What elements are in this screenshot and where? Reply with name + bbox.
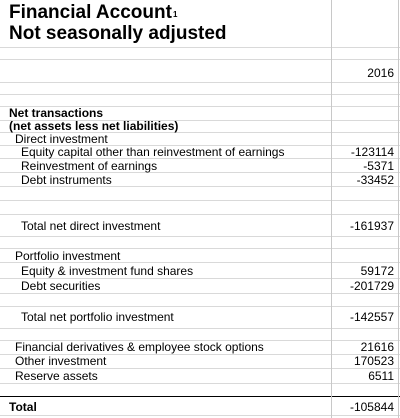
gridline: [0, 278, 400, 279]
gridline: [0, 354, 400, 355]
gridline: [0, 306, 400, 307]
gridline: [0, 47, 400, 48]
portfolio-total-label: Total net portfolio investment: [21, 310, 174, 324]
portfolio-total-value: -142557: [349, 310, 394, 324]
table-row: Debt instruments -33452: [0, 174, 400, 187]
gridline: [0, 172, 400, 173]
title-footnote-marker: 1: [172, 10, 178, 19]
table-row: Reserve assets 6511: [0, 370, 400, 383]
table-row: Reinvestment of earnings -5371: [0, 160, 400, 173]
gridline: [0, 132, 400, 133]
gridline: [0, 200, 400, 201]
row-value: -5371: [363, 159, 394, 173]
page-title: Financial Account1: [9, 1, 177, 24]
gridline: [0, 415, 400, 416]
portfolio-investment-heading: Portfolio investment: [15, 249, 121, 263]
gridline: [0, 236, 400, 237]
total-top-rule: [0, 396, 400, 397]
gridline: [0, 214, 400, 215]
gridline: [0, 328, 400, 329]
right-border: [398, 0, 399, 418]
page-subtitle: Not seasonally adjusted: [9, 23, 227, 44]
gridline: [0, 59, 400, 60]
gridline: [0, 368, 400, 369]
gridline: [0, 248, 400, 249]
row-label: Equity & investment fund shares: [21, 264, 194, 278]
row-value: -123114: [350, 145, 394, 159]
row-label: Reserve assets: [15, 369, 98, 383]
gridline: [0, 106, 400, 107]
table-row: Other investment 170523: [0, 355, 400, 368]
table-row: Equity & investment fund shares 59172: [0, 265, 400, 278]
row-value: -33452: [356, 173, 394, 187]
grand-total-label: Total: [9, 400, 37, 414]
portfolio-total-row: Total net portfolio investment -142557: [0, 311, 400, 324]
direct-total-label: Total net direct investment: [21, 219, 161, 233]
row-label: Other investment: [15, 354, 107, 368]
gridline: [0, 262, 400, 263]
row-label: Debt securities: [21, 279, 101, 293]
title-text: Financial Account: [9, 2, 172, 23]
grand-total-value: -105844: [349, 400, 394, 414]
grand-total-row: Total -105844: [0, 401, 400, 414]
row-value: 59172: [360, 264, 394, 278]
row-value: -201729: [349, 279, 394, 293]
net-transactions-subheading: (net assets less net liabilities): [9, 119, 179, 133]
table-row: Debt securities -201729: [0, 280, 400, 293]
row-label: Financial derivatives & employee stock o…: [15, 340, 264, 354]
table-row: Equity capital other than reinvestment o…: [0, 146, 400, 159]
net-transactions-subheading-row: (net assets less net liabilities): [0, 120, 400, 133]
gridline: [0, 340, 400, 341]
year-header: 2016: [367, 66, 394, 80]
year-header-row: 2016: [0, 67, 400, 80]
row-value: 21616: [360, 340, 394, 354]
row-label: Equity capital other than reinvestment o…: [21, 145, 285, 159]
net-transactions-heading: Net transactions: [9, 106, 104, 120]
table-row: Financial derivatives & employee stock o…: [0, 341, 400, 354]
gridline: [0, 186, 400, 187]
net-transactions-heading-row: Net transactions: [0, 107, 400, 120]
gridline: [0, 120, 400, 121]
direct-investment-heading: Direct investment: [15, 132, 108, 146]
gridline: [0, 145, 400, 146]
row-value: 6511: [368, 369, 394, 383]
column-divider: [331, 0, 332, 418]
direct-total-row: Total net direct investment -161937: [0, 220, 400, 233]
gridline: [0, 82, 400, 83]
direct-investment-heading-row: Direct investment: [0, 133, 400, 146]
direct-total-value: -161937: [349, 219, 394, 233]
row-label: Reinvestment of earnings: [21, 159, 158, 173]
gridline: [0, 94, 400, 95]
portfolio-investment-heading-row: Portfolio investment: [0, 250, 400, 263]
gridline: [0, 293, 400, 294]
gridline: [0, 383, 400, 384]
gridline: [0, 158, 400, 159]
row-value: 170523: [353, 354, 394, 368]
row-label: Debt instruments: [21, 173, 112, 187]
